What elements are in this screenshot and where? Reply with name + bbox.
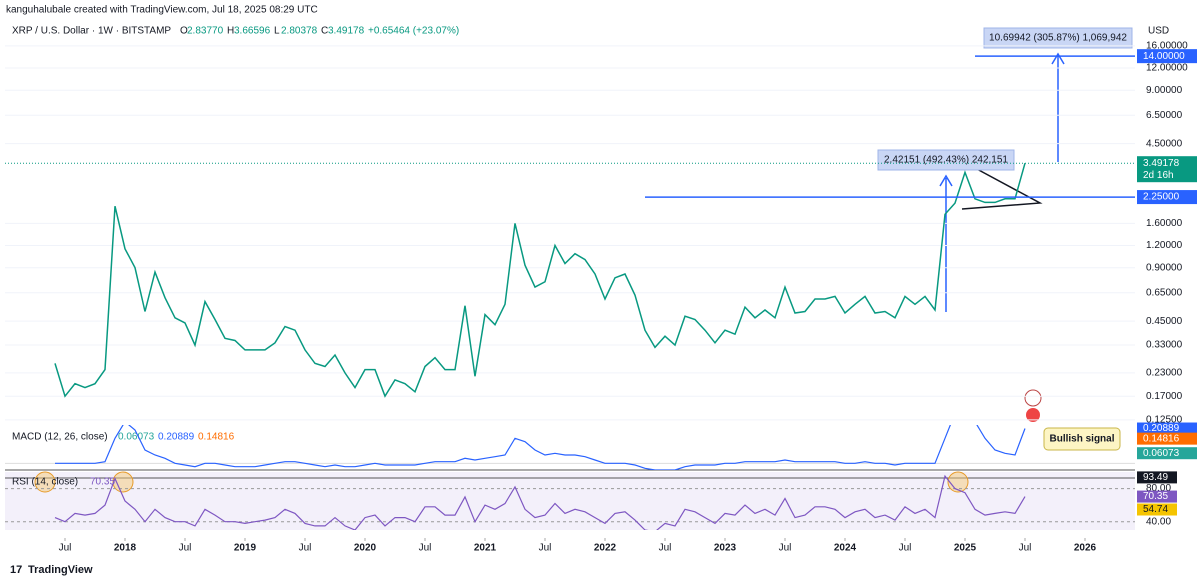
rsi-label: RSI (14, close) <box>12 477 78 488</box>
measure-arrows <box>939 52 1065 312</box>
callout-text: Bullish signal <box>1049 434 1114 445</box>
symbol: XRP / U.S. Dollar · 1W · BITSTAMP <box>12 26 171 37</box>
y-tick-label: 0.45000 <box>1146 316 1183 327</box>
y-tick-label: 1.20000 <box>1146 240 1183 251</box>
last-tag <box>1137 156 1197 183</box>
credit: kanguhalubale created with TradingView.c… <box>6 5 318 16</box>
ohlc-value: 2.83770 <box>187 26 224 37</box>
x-tick-label: Jul <box>179 543 192 554</box>
rsi-tag-label: 54.74 <box>1143 504 1168 515</box>
ohlc-value: 2.80378 <box>281 26 318 37</box>
macd-value: 0.20889 <box>158 432 195 443</box>
macd-label: MACD (12, 26, close) <box>12 432 108 443</box>
level-tag <box>1137 49 1197 64</box>
rsi-tick-label: 40.00 <box>1146 516 1171 527</box>
x-tick-label: 2020 <box>354 543 377 554</box>
countdown: 2d 16h <box>1143 170 1174 181</box>
y-tick-label: 0.65000 <box>1146 287 1183 298</box>
rsi-line <box>54 474 1026 530</box>
x-tick-label: 2024 <box>834 543 857 554</box>
ohlc-value: 3.66596 <box>234 26 271 37</box>
macd-value: 0.06073 <box>118 432 155 443</box>
y-tick-label: 0.12500 <box>1146 415 1183 426</box>
icons <box>1024 389 1042 422</box>
x-tick-label: Jul <box>419 543 432 554</box>
rsi-tag-label: 93.49 <box>1143 472 1168 483</box>
brand: TradingView <box>28 564 93 576</box>
measure-label: 10.69942 (305.87%) 1,069,942 <box>989 33 1127 44</box>
x-tick-label: 2019 <box>234 543 257 554</box>
macd-tag-label: 0.06073 <box>1143 448 1180 459</box>
measure-box <box>877 149 1015 171</box>
rsi-value: 70.35 <box>90 477 115 488</box>
y-tick-label: 12.00000 <box>1146 63 1188 74</box>
rsi-tag <box>1137 490 1177 503</box>
rsi-tag-label: 70.35 <box>1143 491 1168 502</box>
brand-logo: 17 <box>10 564 22 576</box>
y-tick-label: 4.50000 <box>1146 138 1183 149</box>
x-tick-label: 2021 <box>474 543 497 554</box>
macd-tag-label: 0.14816 <box>1143 433 1180 444</box>
x-tick-label: Jul <box>659 543 672 554</box>
x-tick-label: Jul <box>779 543 792 554</box>
x-tick-label: 2025 <box>954 543 977 554</box>
currency: USD <box>1148 26 1169 37</box>
y-tick-label: 0.90000 <box>1146 262 1183 273</box>
ohlc-value: 3.49178 <box>328 26 365 37</box>
ohlc-key: L <box>274 26 280 37</box>
x-tick-label: Jul <box>899 543 912 554</box>
x-tick-label: 2023 <box>714 543 737 554</box>
macd-tag <box>1137 447 1197 460</box>
y-tick-label: 0.23000 <box>1146 368 1183 379</box>
price-line <box>54 162 1026 398</box>
macd-tag <box>1137 432 1197 445</box>
x-tick-label: 2022 <box>594 543 617 554</box>
ohlc-legend: O 2.83770 H 3.66596 L 2.80378 C 3.49178 <box>180 26 365 37</box>
x-tick-label: Jul <box>1019 543 1032 554</box>
level-tag-label: 2.25000 <box>1143 192 1180 203</box>
rsi-tick-label: 80.00 <box>1146 483 1171 494</box>
y-tick-label: 16.00000 <box>1146 40 1188 51</box>
x-tick-label: 2018 <box>114 543 137 554</box>
y-tick-label: 1.60000 <box>1146 218 1183 229</box>
level-tag-label: 14.00000 <box>1143 51 1185 62</box>
macd-tag-label: 0.20889 <box>1143 423 1180 434</box>
rsi-tag <box>1137 503 1177 516</box>
pattern-drawings <box>961 167 1043 210</box>
macd-tag <box>1137 422 1197 435</box>
x-tick-label: Jul <box>59 543 72 554</box>
ohlc-key: H <box>227 26 234 37</box>
x-tick-label: Jul <box>539 543 552 554</box>
ohlc-key: O <box>180 26 188 37</box>
level-tag <box>1137 190 1197 205</box>
change: +0.65464 (+23.07%) <box>368 26 459 37</box>
measure-label: 2.42151 (492.43%) 242,151 <box>884 155 1008 166</box>
callout <box>1043 427 1121 451</box>
y-tick-label: 0.17000 <box>1146 391 1183 402</box>
y-tick-label: 6.50000 <box>1146 110 1183 121</box>
rsi-tag <box>1137 471 1177 484</box>
measure-box <box>983 27 1133 49</box>
macd-line <box>55 425 1026 470</box>
rsi-pane <box>5 472 1135 530</box>
last-tag-label: 3.49178 <box>1143 158 1180 169</box>
x-tick-label: Jul <box>299 543 312 554</box>
macd-value: 0.14816 <box>198 432 235 443</box>
ohlc-key: C <box>321 26 328 37</box>
y-tick-label: 0.33000 <box>1146 340 1183 351</box>
x-tick-label: 2026 <box>1074 543 1097 554</box>
y-tick-label: 9.00000 <box>1146 85 1183 96</box>
